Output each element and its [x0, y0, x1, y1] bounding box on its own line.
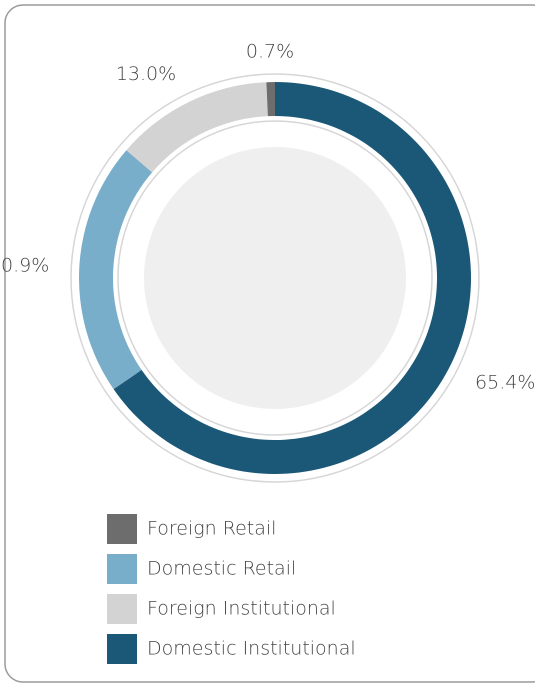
donut-segment	[78, 150, 153, 390]
donut-segment	[126, 82, 268, 173]
legend-swatch	[107, 554, 137, 584]
legend-label: Foreign Institutional	[147, 598, 336, 620]
legend-label: Domestic Retail	[147, 558, 296, 580]
data-label: 13.0%	[116, 63, 176, 85]
legend-swatch	[107, 594, 137, 624]
data-label: 0.7%	[246, 41, 294, 63]
legend-swatch	[107, 514, 137, 544]
legend-label: Domestic Institutional	[147, 638, 356, 660]
legend-label: Foreign Retail	[147, 518, 276, 540]
inner-ring	[117, 120, 433, 436]
legend-swatch	[107, 634, 137, 664]
outer-ring	[70, 73, 480, 483]
data-label: 20.9%	[0, 254, 49, 276]
donut-segment	[266, 82, 275, 117]
data-label: 65.4%	[475, 372, 535, 394]
center-disc	[144, 147, 406, 409]
